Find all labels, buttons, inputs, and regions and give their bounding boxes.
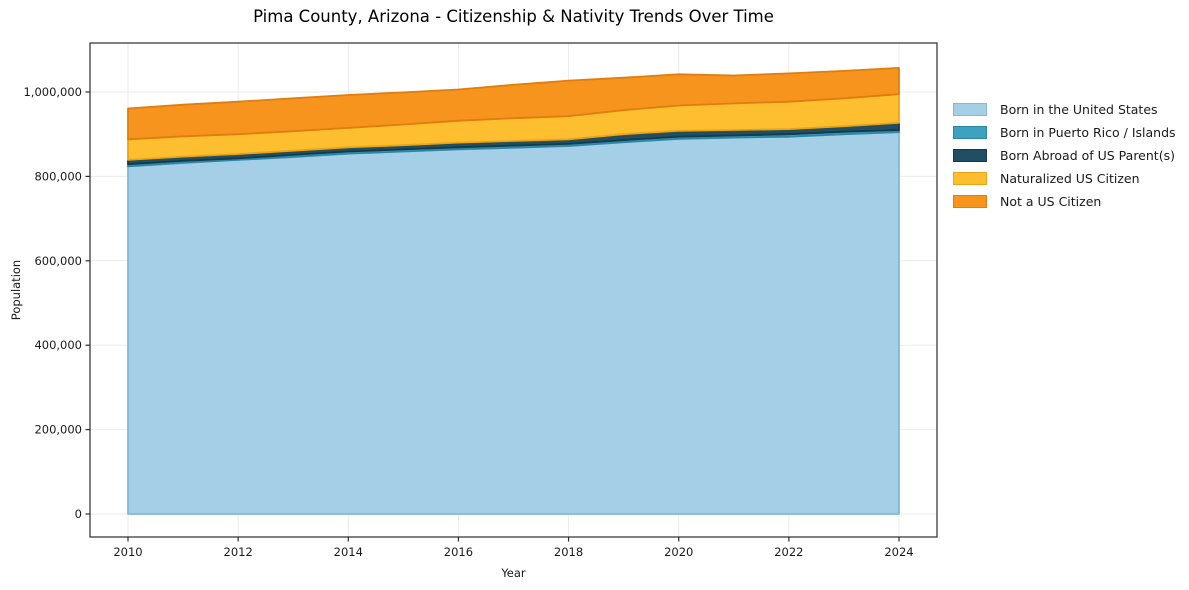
y-tick-label: 600,000 [34,254,82,268]
y-tick-label: 800,000 [34,169,82,183]
legend-item-5: Not a US Citizen [953,194,1176,209]
x-axis-label: Year [501,566,526,580]
legend-swatch [953,103,987,116]
x-axis: 2010 2012 2014 2016 2018 2020 2022 2024 [113,537,914,559]
legend: Born in the United States Born in Puerto … [953,102,1176,209]
x-tick-label: 2014 [334,545,363,559]
x-tick-label: 2024 [884,545,913,559]
y-tick-label: 400,000 [34,338,82,352]
y-tick-label: 1,000,000 [23,85,82,99]
legend-label: Born Abroad of US Parent(s) [1000,148,1175,163]
legend-item-3: Born Abroad of US Parent(s) [953,148,1176,163]
x-tick-label: 2012 [224,545,253,559]
legend-swatch [953,149,987,162]
legend-swatch [953,172,987,185]
x-tick-label: 2016 [444,545,473,559]
y-tick-label: 200,000 [34,423,82,437]
legend-label: Not a US Citizen [1000,194,1102,209]
area-series-group [127,67,900,515]
x-tick-label: 2020 [664,545,693,559]
y-tick-label: 0 [75,507,82,521]
area-series-1 [127,131,900,515]
y-axis: 0 200,000 400,000 600,000 800,000 1,000,000 [23,85,90,521]
legend-item-1: Born in the United States [953,102,1176,117]
legend-label: Born in Puerto Rico / Islands [1000,125,1176,140]
legend-label: Born in the United States [1000,102,1158,117]
legend-item-4: Naturalized US Citizen [953,171,1176,186]
legend-swatch [953,126,987,139]
legend-swatch [953,195,987,208]
plot-border [89,42,938,538]
legend-item-2: Born in Puerto Rico / Islands [953,125,1176,140]
x-tick-label: 2010 [113,545,142,559]
area-series-5 [127,67,900,141]
legend-label: Naturalized US Citizen [1000,171,1140,186]
chart-title: Pima County, Arizona - Citizenship & Nat… [253,7,774,26]
x-tick-label: 2022 [774,545,803,559]
x-tick-label: 2018 [554,545,583,559]
